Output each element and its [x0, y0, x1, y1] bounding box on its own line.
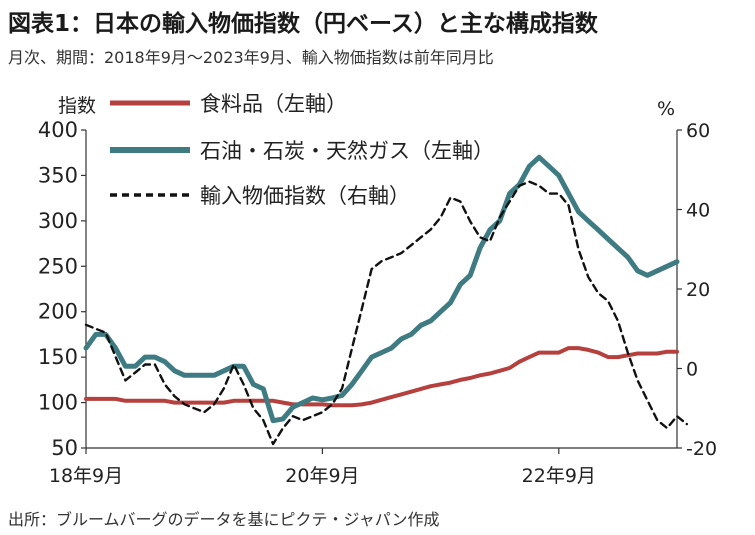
left-tick-label: 100	[38, 391, 78, 415]
legend: 食料品（左軸） 石油・石炭・天然ガス（左軸） 輸入物価指数（右軸）	[110, 92, 494, 208]
x-tick-label: 20年9月	[285, 465, 359, 487]
series-line-oil	[83, 154, 680, 424]
legend-label-import: 輸入物価指数（右軸）	[200, 184, 410, 208]
source-note: 出所：ブルームバーグのデータを基にピクテ・ジャパン作成	[8, 510, 440, 529]
right-axis-label: %	[657, 98, 675, 120]
chart-title: 図表1：日本の輸入物価指数（円ベース）と主な構成指数	[8, 11, 598, 37]
series-line-import	[84, 180, 688, 446]
x-tick-label: 18年9月	[49, 465, 123, 487]
right-tick-label: 40	[686, 200, 710, 222]
right-tick-label: -20	[686, 438, 717, 460]
right-tick-label: 20	[686, 279, 710, 301]
right-tick-label: 60	[686, 120, 710, 142]
legend-label-food: 食料品（左軸）	[200, 92, 347, 116]
left-tick-label: 50	[51, 436, 78, 460]
x-tick-label: 22年9月	[522, 465, 596, 487]
chart-subtitle: 月次、期間：2018年9月～2023年9月、輸入物価指数は前年同月比	[8, 48, 494, 67]
left-tick-label: 400	[38, 118, 78, 142]
legend-label-oil: 石油・石炭・天然ガス（左軸）	[200, 139, 494, 163]
left-tick-label: 200	[38, 300, 78, 324]
left-axis-label: 指数	[58, 95, 96, 117]
left-tick-label: 150	[38, 345, 78, 369]
left-tick-label: 300	[38, 209, 78, 233]
left-tick-label: 250	[38, 254, 78, 278]
right-tick-label: 0	[686, 359, 698, 381]
series-lines	[83, 154, 688, 446]
series-line-food	[84, 346, 679, 408]
left-tick-label: 350	[38, 163, 78, 187]
